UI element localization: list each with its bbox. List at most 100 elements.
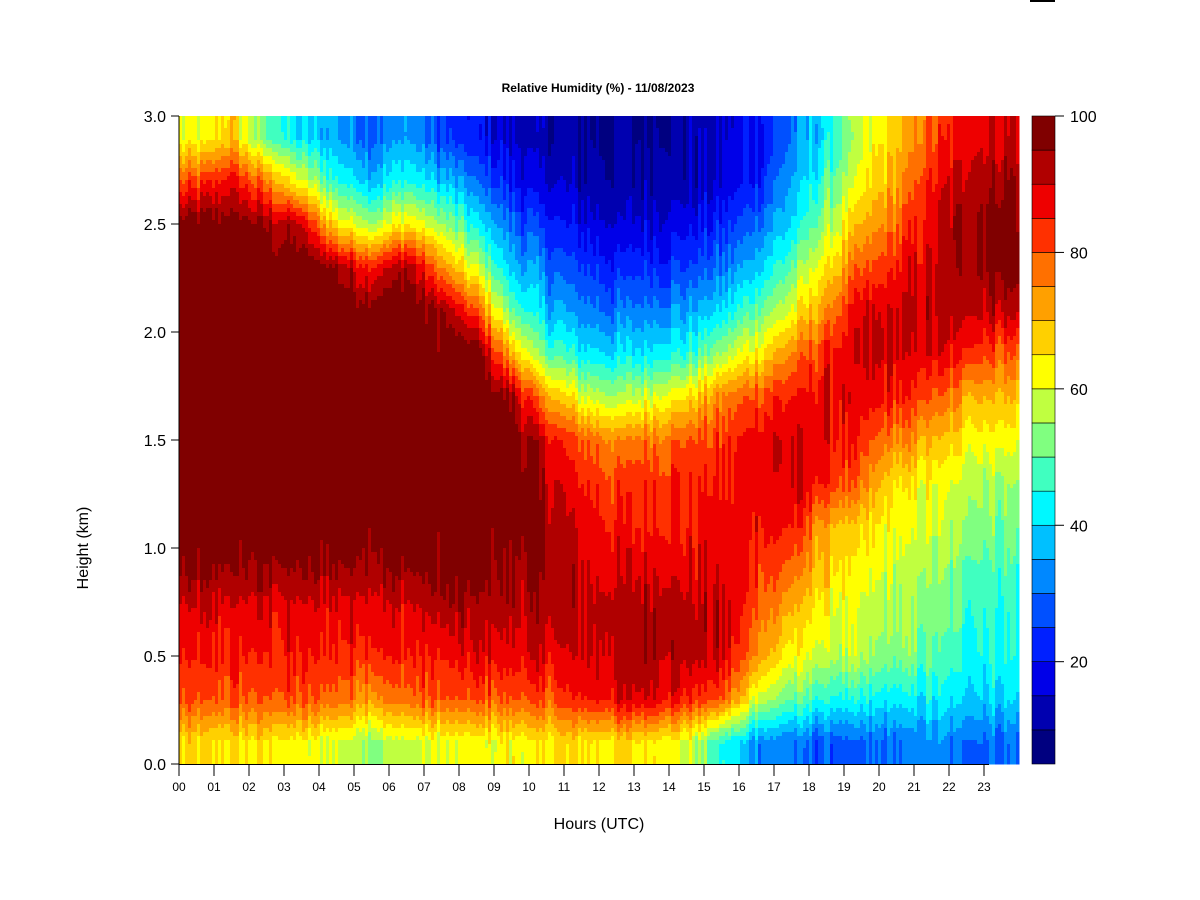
heatmap-cell xyxy=(845,276,849,281)
heatmap-cell xyxy=(455,184,459,189)
heatmap-cell xyxy=(437,200,441,205)
heatmap-cell xyxy=(734,224,756,229)
heatmap-cell xyxy=(575,176,579,181)
heatmap-cell xyxy=(509,296,516,301)
heatmap-cell xyxy=(917,136,924,141)
heatmap-cell xyxy=(728,224,732,229)
heatmap-cell xyxy=(734,276,756,281)
heatmap-cell xyxy=(434,124,438,129)
heatmap-cell xyxy=(755,228,759,233)
heatmap-cell xyxy=(644,200,648,205)
heatmap-cell xyxy=(515,116,537,121)
heatmap-cell xyxy=(884,252,888,257)
heatmap-cell xyxy=(932,308,936,313)
heatmap-cell xyxy=(809,268,813,273)
heatmap-cell xyxy=(185,160,189,165)
heatmap-cell xyxy=(581,128,585,133)
heatmap-cell xyxy=(863,248,888,253)
heatmap-cell xyxy=(248,200,258,205)
heatmap-cell xyxy=(365,300,369,305)
heatmap-cell xyxy=(893,156,897,161)
heatmap-cell xyxy=(857,288,864,293)
heatmap-cell xyxy=(872,180,885,185)
heatmap-cell xyxy=(584,176,588,181)
heatmap-cell xyxy=(470,228,480,233)
heatmap-cell xyxy=(923,224,939,229)
heatmap-cell xyxy=(368,268,372,273)
heatmap-cell xyxy=(509,268,522,273)
heatmap-cell xyxy=(743,236,765,241)
heatmap-cell xyxy=(485,116,489,121)
heatmap-cell xyxy=(671,248,699,253)
heatmap-cell xyxy=(185,148,189,153)
heatmap-cell xyxy=(821,120,834,125)
heatmap-cell xyxy=(755,156,759,161)
heatmap-cell xyxy=(467,292,480,297)
heatmap-cell xyxy=(833,192,843,197)
heatmap-cell xyxy=(596,244,600,249)
heatmap-cell xyxy=(503,164,507,169)
heatmap-cell xyxy=(464,260,468,265)
heatmap-cell xyxy=(251,192,258,197)
heatmap-cell xyxy=(479,196,492,201)
heatmap-cell xyxy=(587,268,591,273)
heatmap-cell xyxy=(764,176,777,181)
heatmap-cell xyxy=(698,300,723,305)
heatmap-cell xyxy=(455,216,462,221)
heatmap-cell xyxy=(926,184,933,189)
heatmap-cell xyxy=(788,228,798,233)
heatmap-cell xyxy=(947,124,951,129)
heatmap-cell xyxy=(725,264,729,269)
heatmap-cell xyxy=(773,272,789,277)
heatmap-cell xyxy=(449,176,456,181)
heatmap-cell xyxy=(866,188,888,193)
heatmap-cell xyxy=(368,208,378,213)
heatmap-cell xyxy=(545,260,579,265)
heatmap-cell xyxy=(527,148,534,153)
heatmap-cell xyxy=(680,292,687,297)
heatmap-cell xyxy=(785,236,798,241)
heatmap-cell xyxy=(716,204,720,209)
heatmap-cell xyxy=(605,176,615,181)
heatmap-cell xyxy=(809,160,813,165)
heatmap-cell xyxy=(287,200,291,205)
heatmap-cell xyxy=(317,232,321,237)
heatmap-cell xyxy=(470,240,480,245)
heatmap-cell xyxy=(599,204,627,209)
heatmap-cell xyxy=(467,212,471,217)
heatmap-cell xyxy=(329,248,333,253)
heatmap-cell xyxy=(350,256,354,261)
heatmap-cell xyxy=(305,244,315,249)
heatmap-cell xyxy=(392,228,402,233)
heatmap-cell xyxy=(815,140,819,145)
heatmap-cell xyxy=(755,188,759,193)
heatmap-cell xyxy=(653,184,690,189)
heatmap-cell xyxy=(869,280,888,285)
heatmap-cell xyxy=(632,148,636,153)
heatmap-cell xyxy=(698,248,702,253)
heatmap-cell xyxy=(491,304,495,309)
heatmap-cell xyxy=(773,212,798,217)
heatmap-cell xyxy=(653,244,657,249)
heatmap-cell xyxy=(872,204,885,209)
heatmap-cell xyxy=(326,164,345,169)
heatmap-cell xyxy=(908,156,927,161)
heatmap-cell xyxy=(455,176,459,181)
heatmap-cell xyxy=(485,204,498,209)
heatmap-cell xyxy=(308,192,321,197)
heatmap-cell xyxy=(950,220,954,225)
heatmap-cell xyxy=(296,192,309,197)
heatmap-cell xyxy=(1010,128,1017,133)
heatmap-cell xyxy=(332,172,354,177)
heatmap-cell xyxy=(707,200,711,205)
heatmap-cell xyxy=(707,232,711,237)
heatmap-cell xyxy=(902,192,909,197)
heatmap-cell xyxy=(785,208,798,213)
heatmap-cell xyxy=(377,220,384,225)
heatmap-cell xyxy=(704,276,708,281)
heatmap-cell xyxy=(368,220,378,225)
heatmap-cell xyxy=(725,252,729,257)
heatmap-cell xyxy=(596,268,600,273)
heatmap-cell xyxy=(599,300,612,305)
heatmap-cell xyxy=(926,248,933,253)
